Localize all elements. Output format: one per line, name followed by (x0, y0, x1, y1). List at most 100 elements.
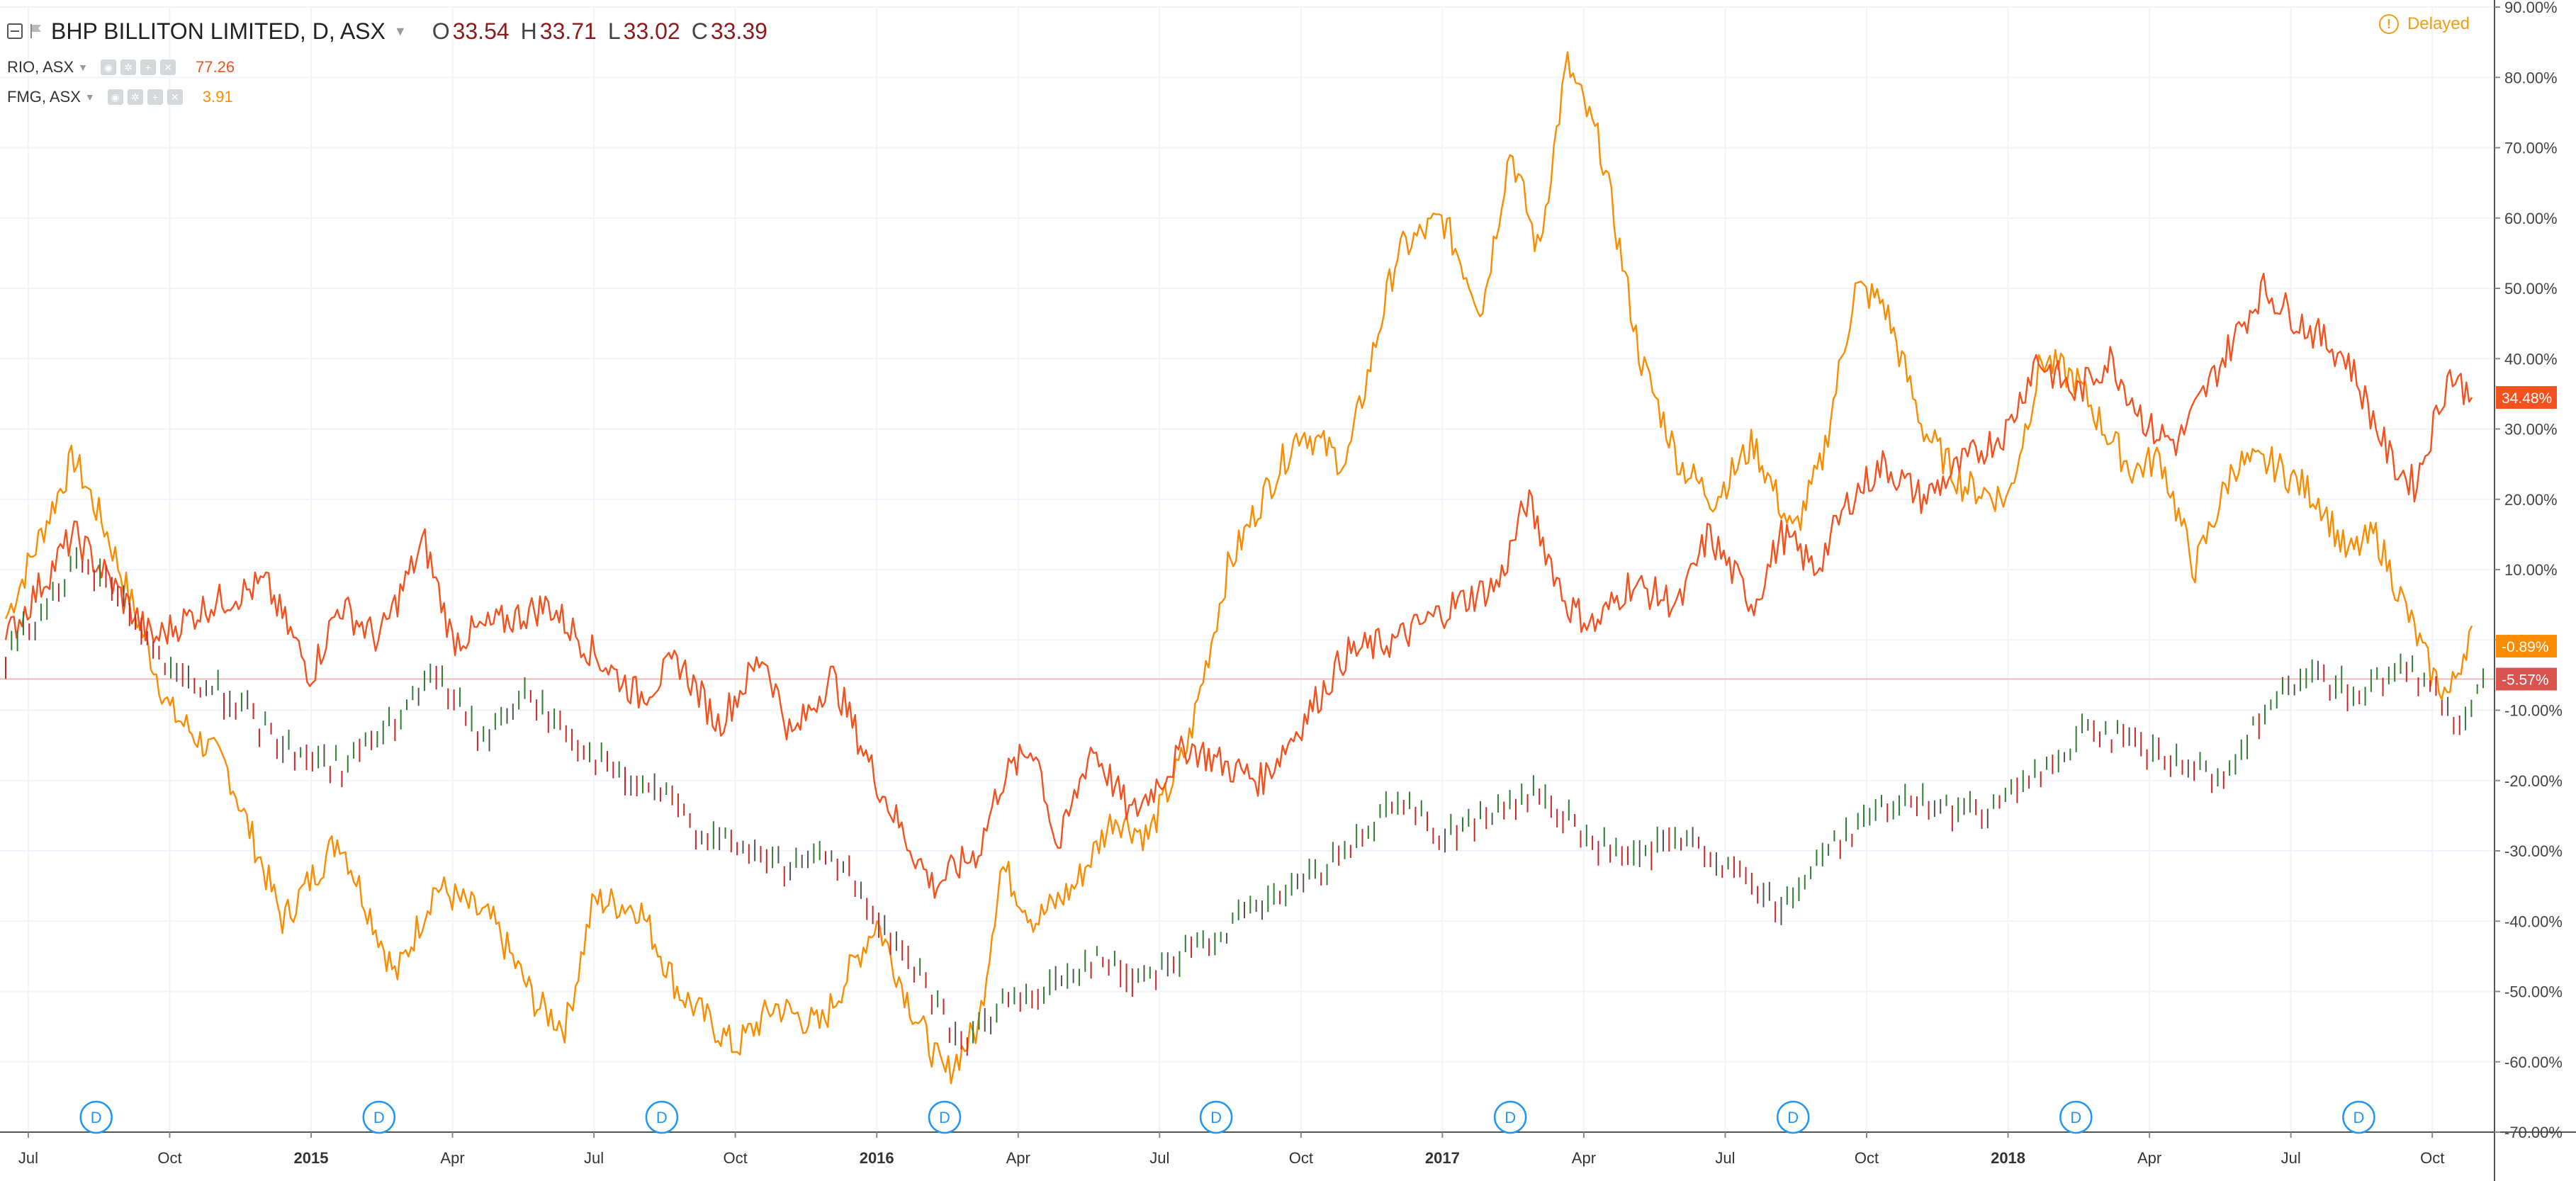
compare-value: 77.26 (196, 58, 235, 76)
x-tick-label: Apr (440, 1149, 464, 1167)
y-tick-label: -70.00% (2504, 1124, 2563, 1141)
y-tick-label: 80.00% (2504, 69, 2558, 86)
delayed-indicator[interactable]: ! Delayed (2378, 14, 2470, 34)
chevron-down-icon[interactable]: ▼ (393, 23, 407, 38)
y-tick-label: -30.00% (2504, 842, 2563, 860)
close-label: C (691, 18, 708, 44)
x-tick-label: 2016 (860, 1149, 894, 1167)
collapse-legend-button[interactable] (7, 23, 23, 39)
compare-value: 3.91 (202, 88, 233, 106)
y-tick-label: -60.00% (2504, 1053, 2563, 1071)
y-tick-label: 90.00% (2504, 0, 2558, 16)
dividend-label: D (91, 1109, 102, 1126)
close-icon[interactable]: ✕ (160, 60, 176, 75)
close-icon[interactable]: ✕ (167, 89, 183, 105)
chart-grid (0, 6, 2495, 1133)
y-tick-label: 40.00% (2504, 350, 2558, 368)
dividend-marker (1493, 1100, 1527, 1134)
dividend-marker (2342, 1100, 2375, 1134)
high-label: H (520, 18, 537, 44)
settings-icon[interactable]: ✲ (120, 60, 137, 75)
y-tick-label: 50.00% (2504, 280, 2558, 298)
x-tick-label: Oct (1855, 1149, 1879, 1167)
last-value-badge (2496, 386, 2557, 409)
compare-legend-rio: RIO, ASX ▼ ◉ ✲ + ✕ 77.26 (7, 52, 767, 82)
x-tick-label: Oct (2420, 1149, 2444, 1167)
last-value-label: -0.89% (2502, 639, 2549, 655)
x-tick-label: 2017 (1425, 1149, 1460, 1167)
x-tick-label: Oct (157, 1149, 181, 1167)
dividend-label: D (939, 1109, 950, 1126)
x-tick-label: Apr (1006, 1149, 1030, 1167)
x-tick-label: Apr (1572, 1149, 1596, 1167)
add-icon[interactable]: + (147, 89, 163, 105)
visibility-icon[interactable]: ◉ (107, 89, 123, 105)
delayed-label: Delayed (2407, 14, 2470, 33)
add-icon[interactable]: + (140, 60, 157, 75)
dividend-marker (362, 1100, 396, 1134)
x-tick-label: Jul (1149, 1149, 1169, 1167)
dividend-marker (645, 1100, 679, 1134)
alert-icon: ! (2378, 14, 2399, 34)
y-tick-label: 30.00% (2504, 421, 2558, 439)
last-value-label: 34.48% (2502, 390, 2552, 407)
open-label: O (432, 18, 450, 44)
y-tick-label: -10.00% (2504, 702, 2563, 720)
settings-icon[interactable]: ✲ (127, 89, 143, 105)
x-tick-label: Jul (584, 1149, 604, 1167)
dividend-marker (1199, 1100, 1233, 1134)
y-tick-label: -20.00% (2504, 772, 2563, 790)
x-tick-label: 2015 (294, 1149, 329, 1167)
x-tick-label: Jul (1715, 1149, 1735, 1167)
compare-symbol[interactable]: FMG, ASX (7, 88, 81, 106)
low-value: 33.02 (623, 18, 680, 44)
flag-icon[interactable] (30, 23, 43, 39)
close-value: 33.39 (710, 18, 767, 44)
dividend-label: D (2353, 1109, 2364, 1126)
open-value: 33.54 (452, 18, 510, 44)
compare-legend-fmg: FMG, ASX ▼ ◉ ✲ + ✕ 3.91 (7, 82, 767, 112)
series-line (4, 51, 2473, 1085)
last-value-badge (2496, 635, 2557, 658)
low-label: L (607, 18, 621, 44)
chart-series (4, 51, 2485, 1085)
dividend-label: D (1504, 1109, 1516, 1126)
price-scale[interactable]: 90.00% 80.00% 70.00% 60.00% 50.00% 40.00% 30.0… (2495, 0, 2563, 1141)
dividend-label: D (1787, 1109, 1799, 1126)
x-tick-label: 2018 (1991, 1149, 2025, 1167)
time-scale[interactable]: Jul Oct 2015 Apr Jul Oct 2016 Apr Jul Oct 2017 Apr J… (18, 1132, 2444, 1167)
visibility-icon[interactable]: ◉ (101, 60, 117, 75)
dividend-marker (928, 1100, 962, 1134)
x-tick-label: Jul (2281, 1149, 2301, 1167)
dividend-marker (79, 1100, 113, 1134)
high-value: 33.71 (539, 18, 597, 44)
x-tick-label: Jul (18, 1149, 38, 1167)
dividend-marker (2059, 1100, 2093, 1134)
dividend-label: D (2070, 1109, 2081, 1126)
y-tick-label: 20.00% (2504, 491, 2558, 509)
last-value-badge (2496, 667, 2557, 691)
x-tick-label: Apr (2137, 1149, 2161, 1167)
y-tick-label: 10.00% (2504, 561, 2558, 579)
y-tick-label: 70.00% (2504, 140, 2558, 157)
dividend-label: D (1210, 1109, 1222, 1126)
y-tick-label: -50.00% (2504, 983, 2563, 1001)
dividend-label: D (373, 1109, 385, 1126)
last-value-label: -5.57% (2502, 672, 2549, 689)
dividend-marker (1776, 1100, 1810, 1134)
chevron-down-icon[interactable]: ▼ (78, 62, 89, 73)
chevron-down-icon[interactable]: ▼ (84, 91, 95, 103)
x-tick-label: Oct (1289, 1149, 1313, 1167)
y-tick-label: 60.00% (2504, 210, 2558, 227)
series-line (4, 273, 2473, 899)
x-tick-label: Oct (724, 1149, 748, 1167)
y-tick-label: -40.00% (2504, 912, 2563, 930)
compare-symbol[interactable]: RIO, ASX (7, 58, 74, 76)
last-value-labels: 34.48% -0.89% -5.57% (2496, 386, 2557, 691)
symbol-title[interactable]: BHP BILLITON LIMITED, D, ASX (51, 18, 386, 44)
